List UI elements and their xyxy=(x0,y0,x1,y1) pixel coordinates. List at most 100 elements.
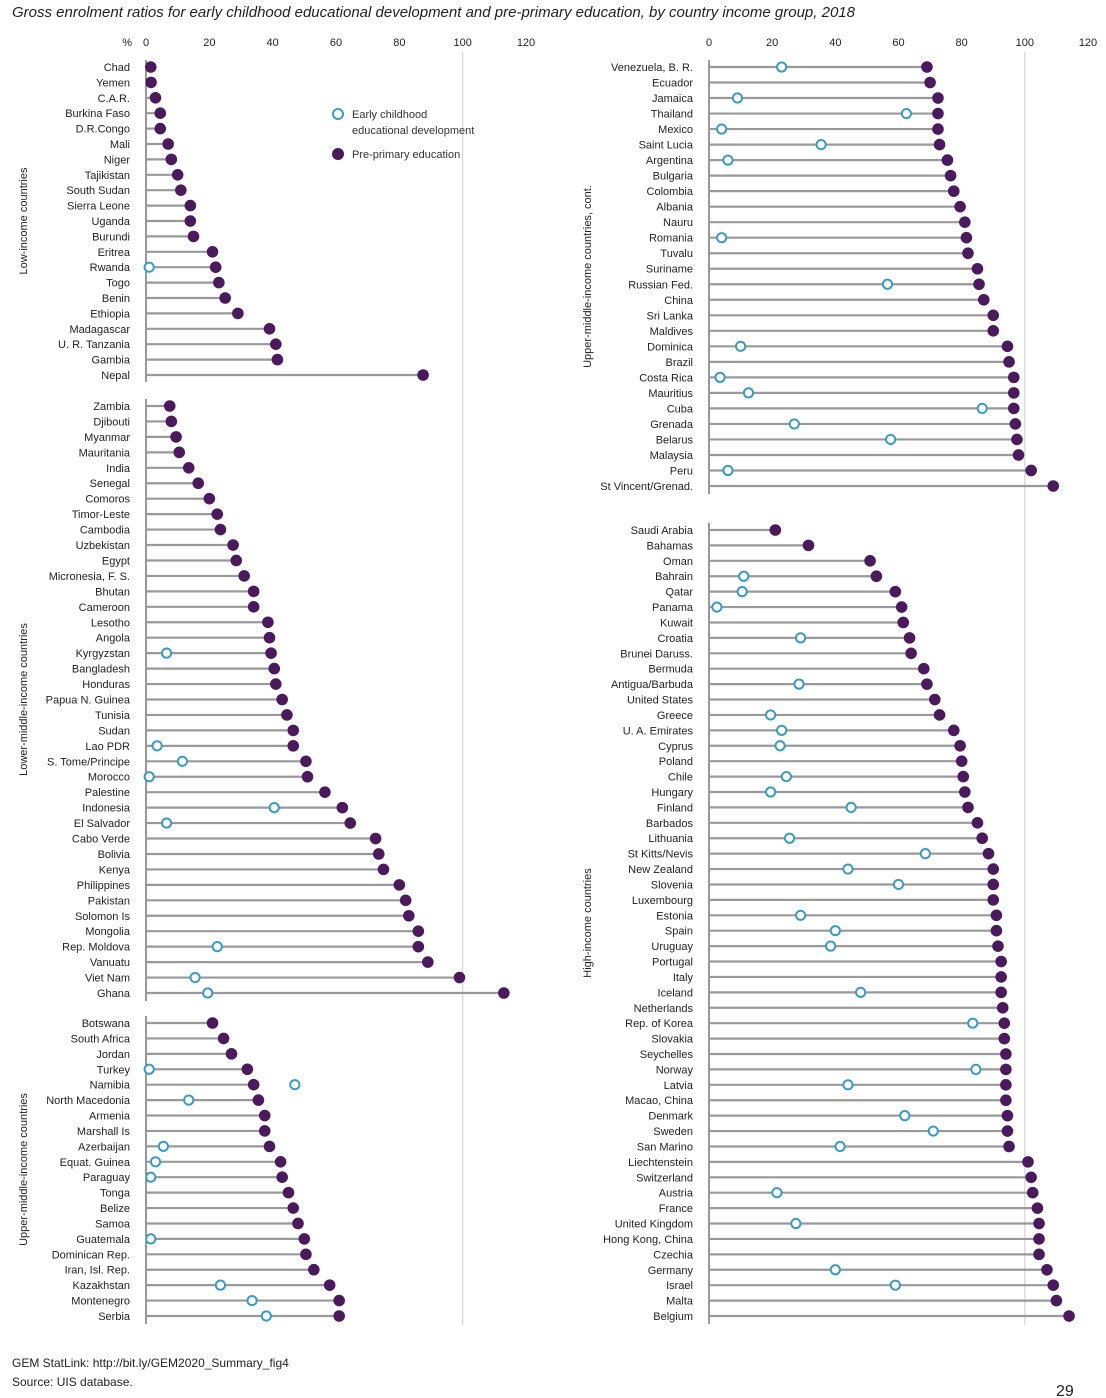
pre-primary-marker xyxy=(1003,356,1015,368)
pre-primary-marker xyxy=(213,276,225,289)
pre-primary-marker xyxy=(1001,1109,1014,1122)
row-burundi: Burundi xyxy=(92,230,200,243)
country-label: Suriname xyxy=(646,264,693,276)
row-bahamas: Bahamas xyxy=(647,539,815,552)
pre-primary-marker xyxy=(769,524,782,536)
pre-primary-marker xyxy=(987,309,1000,322)
row-dominican-rep-: Dominican Rep. xyxy=(52,1248,312,1261)
row-bahrain: Bahrain xyxy=(655,570,883,583)
country-label: Seychelles xyxy=(640,1049,694,1061)
country-label: Tuvalu xyxy=(660,248,693,260)
pre-primary-marker xyxy=(241,1063,254,1076)
row-solomon-is: Solomon Is xyxy=(75,909,415,923)
ecd-marker xyxy=(776,61,788,73)
pre-primary-marker xyxy=(333,1310,345,1322)
country-label: Grenada xyxy=(650,419,694,431)
country-label: Botswana xyxy=(82,1018,131,1030)
row-brazil: Brazil xyxy=(665,356,1015,369)
row-finland: Finland xyxy=(657,801,974,814)
country-label: Lesotho xyxy=(91,617,130,629)
pre-primary-marker xyxy=(372,848,385,860)
ecd-marker xyxy=(919,848,931,860)
pre-primary-marker xyxy=(933,709,946,721)
pre-primary-marker xyxy=(247,601,260,613)
row-nauru: Nauru xyxy=(663,216,971,229)
country-label: Peru xyxy=(670,465,693,477)
pre-primary-marker xyxy=(276,693,288,706)
ecd-marker xyxy=(145,1171,157,1183)
row-cyprus: Cyprus xyxy=(658,739,966,753)
pre-primary-marker xyxy=(962,801,974,814)
pre-primary-marker xyxy=(1000,1079,1012,1091)
ecd-marker xyxy=(855,986,867,998)
row-angola: Angola xyxy=(96,631,276,645)
row-sierra-leone: Sierra Leone xyxy=(67,199,197,213)
country-label: El Salvador xyxy=(74,818,131,830)
country-label: Marshall Is xyxy=(77,1126,131,1138)
pre-primary-marker xyxy=(230,554,243,567)
pre-primary-marker xyxy=(184,199,197,212)
country-label: Turkey xyxy=(97,1064,131,1076)
ecd-marker xyxy=(970,1063,982,1076)
country-label: Benin xyxy=(102,293,130,305)
row-sri-lanka: Sri Lanka xyxy=(647,309,1000,322)
country-label: Ethiopia xyxy=(90,308,131,320)
row-russian-fed-: Russian Fed. xyxy=(628,278,985,291)
row-c-a-r-: C.A.R. xyxy=(98,92,162,105)
country-label: Montenegro xyxy=(71,1296,130,1308)
pre-primary-marker xyxy=(995,971,1007,983)
country-label: San Marino xyxy=(637,1141,693,1153)
country-label: Papua N. Guinea xyxy=(46,695,131,707)
row-ghana: Ghana xyxy=(97,987,510,1000)
row-tajikistan: Tajikistan xyxy=(85,169,184,182)
row-turkey: Turkey xyxy=(97,1063,254,1076)
statlink-text: GEM StatLink: http://bit.ly/GEM2020_Summ… xyxy=(12,1356,289,1370)
row-liechtenstein: Liechtenstein xyxy=(628,1156,1034,1169)
country-label: Viet Nam xyxy=(85,973,130,985)
pre-primary-marker xyxy=(1000,1048,1012,1060)
country-label: Thailand xyxy=(651,109,693,121)
pre-primary-marker xyxy=(954,739,966,752)
row-d-r-congo: D.R.Congo xyxy=(76,122,167,136)
plot-layer: 0 20 40 60 80 100 120% Low-income countries Chad… xyxy=(18,37,1097,1325)
legend: Early childhood educational development P… xyxy=(332,108,474,161)
row-u-a-emirates: U. A. Emirates xyxy=(623,724,960,737)
row-rep-of-korea: Rep. of Korea xyxy=(625,1017,1011,1030)
row-benin: Benin xyxy=(102,292,231,305)
row-papua-n-guinea: Papua N. Guinea xyxy=(46,693,288,707)
country-label: Greece xyxy=(657,710,693,722)
row-saudi-arabia: Saudi Arabia xyxy=(631,524,782,537)
country-label: Cambodia xyxy=(80,525,131,537)
pre-primary-marker xyxy=(232,307,244,320)
pre-primary-marker xyxy=(154,122,167,135)
ecd-marker xyxy=(160,647,173,659)
row-hong-kong-china: Hong Kong, China xyxy=(603,1233,1045,1246)
x-tick-label: 0 xyxy=(143,37,149,49)
country-label: Malta xyxy=(666,1296,694,1308)
country-label: Argentina xyxy=(646,155,694,167)
group-label: High-income countries xyxy=(582,868,594,978)
row-costa-rica: Costa Rica xyxy=(639,371,1020,384)
pre-primary-marker xyxy=(453,971,466,984)
country-label: Venezuela, B. R. xyxy=(611,62,693,74)
row-tonga: Tonga xyxy=(100,1186,295,1200)
x-tick-label: 20 xyxy=(203,37,215,49)
x-tick-label: 60 xyxy=(892,37,904,49)
ecd-marker xyxy=(734,340,747,352)
row-kenya: Kenya xyxy=(99,863,390,876)
pre-primary-marker xyxy=(924,76,936,89)
ecd-marker xyxy=(214,1279,227,1291)
ecd-marker xyxy=(927,1125,939,1137)
country-label: Serbia xyxy=(98,1311,131,1323)
country-label: Malaysia xyxy=(650,450,694,462)
pre-primary-marker xyxy=(1050,1294,1063,1307)
country-label: Guatemala xyxy=(76,1234,131,1246)
pre-primary-marker xyxy=(211,508,224,520)
row-macao-china: Macao, China xyxy=(625,1094,1012,1107)
ecd-marker xyxy=(731,92,744,104)
row-iran-isl-rep-: Iran, Isl. Rep. xyxy=(65,1263,320,1277)
x-tick-label: 120 xyxy=(517,37,535,49)
row-maldives: Maldives xyxy=(650,325,1000,338)
row-switzerland: Switzerland xyxy=(636,1171,1037,1184)
country-label: Dominica xyxy=(647,341,694,353)
